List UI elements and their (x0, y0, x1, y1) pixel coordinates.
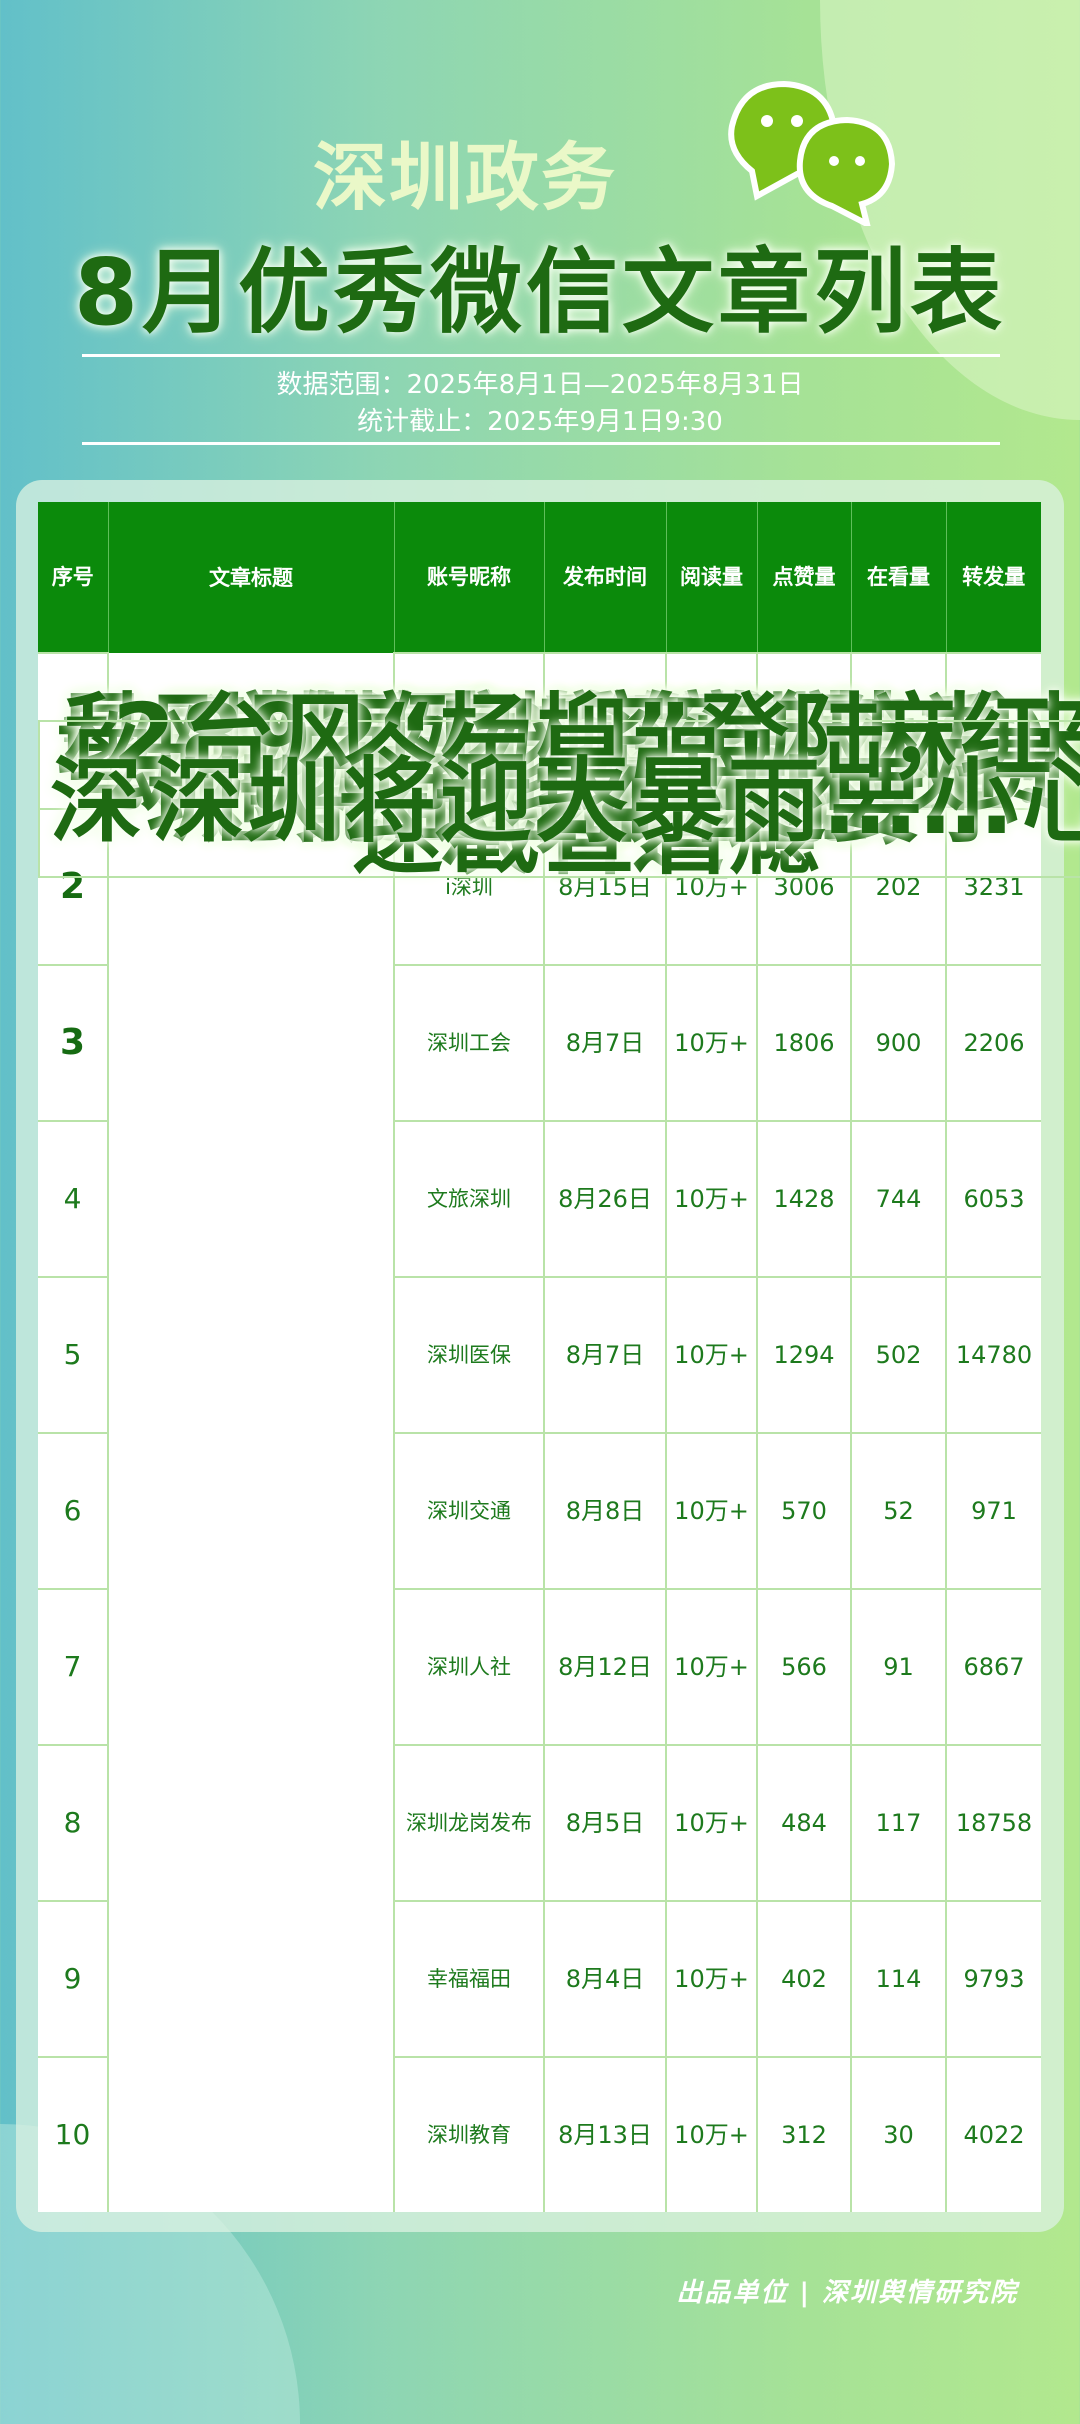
col-date: 发布时间 (543, 502, 666, 653)
cell-watching: 114 (850, 1900, 947, 2058)
cell-title: 独家重磅！ 深圳万架无人机 灯光秀长图总览， 一次看过瘾 (38, 692, 1080, 880)
cell-watching: 900 (850, 964, 947, 1122)
cell-account: 深圳人社 (393, 1588, 545, 1746)
cutoff-time: 统计截止：2025年9月1日9:30 (357, 407, 723, 437)
cell-shares: 9793 (945, 1900, 1041, 2058)
cell-rank: 7 (38, 1588, 109, 1746)
cell-watching: 52 (850, 1432, 947, 1590)
col-rank: 序号 (38, 502, 108, 653)
cell-date: 8月12日 (543, 1588, 667, 1746)
divider (82, 354, 1000, 357)
cell-likes: 566 (756, 1588, 852, 1746)
cell-date: 8月15日 (543, 808, 667, 966)
cell-watching: 744 (850, 1120, 947, 1278)
col-title: 文章标题 (107, 502, 394, 653)
col-shares: 转发量 (945, 502, 1041, 653)
cell-reads: 10万+ (665, 1120, 758, 1278)
cell-likes: 312 (756, 2056, 852, 2212)
col-likes: 点赞量 (756, 502, 851, 653)
cell-account: 深圳教育 (393, 2056, 545, 2212)
cell-account: 幸福福田 (393, 1900, 545, 2058)
cell-reads: 10万+ (665, 1744, 758, 1902)
cell-watching: 502 (850, 1276, 947, 1434)
cell-shares: 2206 (945, 964, 1041, 1122)
cell-shares: 971 (945, 1432, 1041, 1590)
cell-reads: 10万+ (665, 1276, 758, 1434)
table-row: 1 最具性缩力的伴侣特质， 它排第一 深圳卫健委 8月4日 10万+ 9448 3462 46… (38, 652, 1080, 878)
cell-likes: 484 (756, 1744, 852, 1902)
cell-reads: 10万+ (665, 808, 758, 966)
cell-date: 8月13日 (543, 2056, 667, 2212)
cell-watching: 30 (850, 2056, 947, 2212)
cell-rank: 8 (38, 1744, 109, 1902)
page-title: 8月优秀微信文章列表 (73, 239, 1006, 346)
table-row: 9 2892例！密密麻麻红疹！ 深圳人去这247处要小心 幸福福田 8月4日 10万+ 4… (38, 692, 1080, 2058)
cell-date: 8月7日 (543, 1276, 667, 1434)
cell-account: 深圳医保 (393, 1276, 545, 1434)
cell-watching: 117 (850, 1744, 947, 1902)
cell-reads: 10万+ (665, 964, 758, 1122)
table-header: 序号 文章标题 账号昵称 发布时间 阅读量 点赞量 在看量 转发量 (38, 502, 1041, 653)
articles-table: 序号 文章标题 账号昵称 发布时间 阅读量 点赞量 在看量 转发量 1 最具性缩力… (38, 502, 1080, 2212)
cell-rank: 4 (38, 1120, 109, 1278)
cell-shares: 4022 (945, 2056, 1041, 2212)
cell-reads: 10万+ (665, 1432, 758, 1590)
cell-likes: 1806 (756, 964, 852, 1122)
cell-date: 8月26日 (543, 1120, 667, 1278)
col-account: 账号昵称 (393, 502, 544, 653)
table-row: 8 刚刚官宣！免除公办 幼儿园学前一年保教费 深圳龙岗发布 8月5日 10万+ 484 11… (38, 692, 1080, 1902)
cell-account: 深圳交通 (393, 1432, 545, 1590)
table-row: 6 速戳！第8期 粤B车牌指标数量公布！ 深圳交通 8月8日 10万+ 570 52 971 (38, 692, 1080, 1590)
wechat-icon (728, 80, 896, 226)
cell-likes: 402 (756, 1900, 852, 2058)
cell-reads: 10万+ (665, 1900, 758, 2058)
cell-watching: 3462 (850, 652, 947, 810)
cell-likes: 570 (756, 1432, 852, 1590)
cell-rank: 9 (38, 1900, 109, 2058)
cell-reads: 10万+ (665, 2056, 758, 2212)
cell-account: 深圳卫健委 (393, 652, 545, 810)
cell-likes: 1294 (756, 1276, 852, 1434)
col-watching: 在看量 (850, 502, 946, 653)
cell-date: 8月5日 (543, 1744, 667, 1902)
cell-reads: 10万+ (665, 1588, 758, 1746)
cell-date: 8月4日 (543, 1900, 667, 2058)
cell-rank: 10 (38, 2056, 109, 2212)
table-row: 4 独家重磅！ 深圳万架无人机 灯光秀长图总览， 一次看过瘾 文旅深圳 8月26日 10… (38, 692, 1080, 1278)
cell-likes: 1428 (756, 1120, 852, 1278)
cell-account: 深圳工会 (393, 964, 545, 1122)
data-range: 数据范围：2025年8月1日—2025年8月31日 (276, 370, 804, 400)
cell-rank: 3 (38, 964, 109, 1122)
table-row: 10 台风“杨柳”登陆， 今年最强！ 深圳将迎大暴雨…… 深圳教育 8月13日 10万+… (38, 692, 1080, 2212)
col-reads: 阅读量 (665, 502, 757, 653)
cell-shares: 14780 (945, 1276, 1041, 1434)
cell-rank: 2 (38, 808, 109, 966)
cell-watching: 202 (850, 808, 947, 966)
cell-account: 文旅深圳 (393, 1120, 545, 1278)
cell-likes: 3006 (756, 808, 852, 966)
cell-date: 8月7日 (543, 964, 667, 1122)
cell-reads: 10万+ (665, 652, 758, 810)
cell-rank: 1 (38, 652, 109, 810)
table-row: 7 招5000人！ 比亚迪大规模招工， 正在报名 深圳人社 8月12日 10万+ 566 9… (38, 692, 1080, 1746)
cell-shares: 6053 (945, 1120, 1041, 1278)
cell-date: 8月4日 (543, 652, 667, 810)
cell-watching: 91 (850, 1588, 947, 1746)
producer-credit: 出品单位 | 深圳舆情研究院 (676, 2278, 1018, 2308)
cell-date: 8月8日 (543, 1432, 667, 1590)
table-row: 3 秋天的1000份奶茶券来了！ 还能续杯！ 深圳工会 8月7日 10万+ 1806 900… (38, 692, 1080, 1122)
cell-rank: 6 (38, 1432, 109, 1590)
cell-shares: 6867 (945, 1588, 1041, 1746)
table-row: 5 官宣！ 非深户籍学龄前儿童 也能在深参保啦！ 速戳查看→ 深圳医保 8月7日 10万… (38, 692, 1080, 1434)
brand-title: 深圳政务 (313, 135, 617, 221)
cell-account: i深圳 (393, 808, 545, 966)
divider (82, 442, 1000, 445)
cell-rank: 5 (38, 1276, 109, 1434)
cell-title: 台风“杨柳”登陆， 今年最强！ 深圳将迎大暴雨…… (38, 692, 1080, 876)
cell-shares: 18758 (945, 1744, 1041, 1902)
cell-account: 深圳龙岗发布 (393, 1744, 545, 1902)
